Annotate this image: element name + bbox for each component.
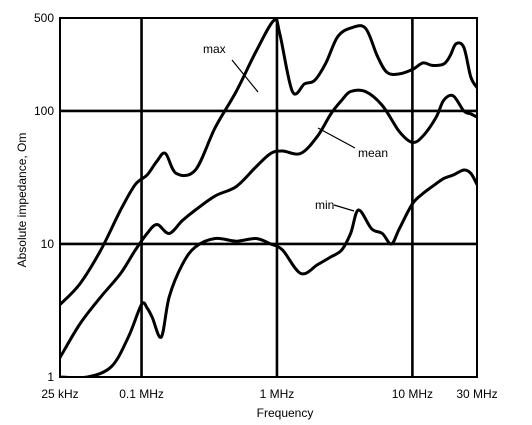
grid	[59, 17, 478, 378]
annotation-leader-mean	[317, 127, 356, 149]
tick-labels: 25 kHz 0.1 MHz 1 MHz 10 MHz 30 MHz 1 10 100 500	[34, 11, 498, 401]
y-tick-label: 100	[34, 104, 54, 118]
x-tick-label: 0.1 MHz	[119, 387, 164, 401]
series-line-mean	[60, 88, 477, 360]
y-tick-label: 500	[34, 11, 54, 25]
annotation-mean: mean	[358, 146, 388, 160]
annotation-leader-min	[333, 204, 355, 212]
x-axis-title: Frequency	[257, 406, 314, 420]
series-line-max	[60, 18, 477, 307]
y-tick-label: 1	[47, 370, 54, 384]
annotation-max: max	[203, 42, 226, 56]
series-curves	[60, 18, 477, 377]
x-tick-label: 30 MHz	[456, 387, 497, 401]
x-tick-label: 10 MHz	[392, 387, 433, 401]
y-axis-title: Absolute impedance, Om	[15, 133, 29, 268]
x-tick-label: 25 kHz	[41, 387, 78, 401]
annotation-leader-max	[231, 59, 259, 93]
series-line-min	[60, 168, 477, 377]
annotations: max mean min	[203, 42, 388, 212]
x-tick-label: 1 MHz	[260, 387, 295, 401]
annotation-min: min	[315, 198, 334, 212]
plot-frame	[59, 17, 478, 378]
y-tick-label: 10	[41, 237, 55, 251]
